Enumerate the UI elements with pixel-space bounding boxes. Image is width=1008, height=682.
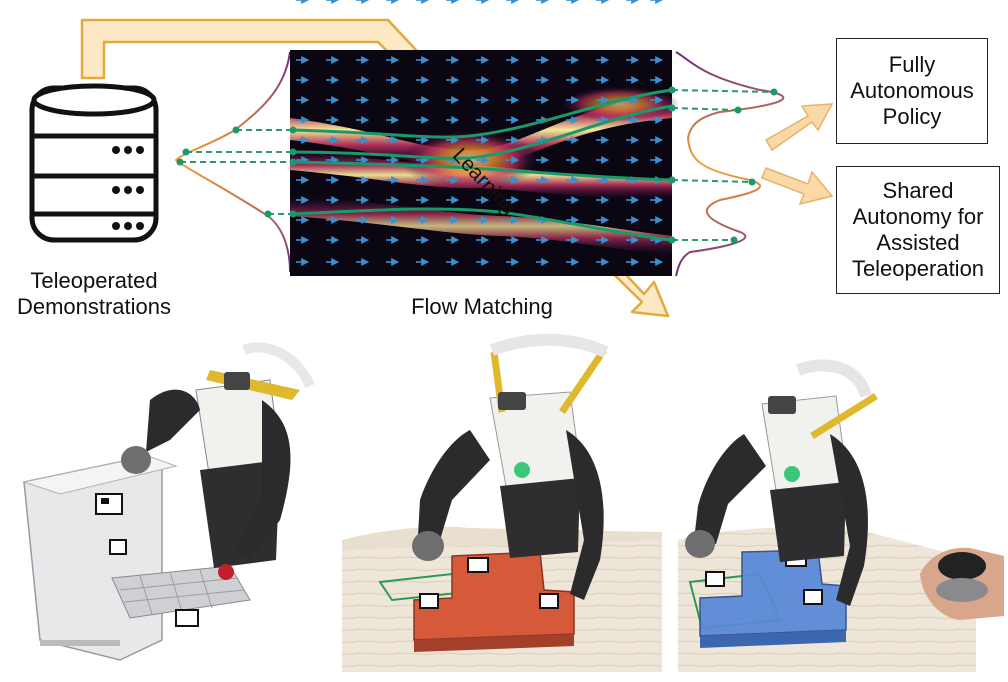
target-sample-connectors (671, 89, 775, 241)
autonomous-line-1: Fully (888, 52, 936, 77)
autonomous-line-3: Policy (882, 104, 942, 129)
learning-arrow (80, 18, 670, 318)
prior-sample-points (176, 126, 297, 218)
shared-line-4: Teleoperation (851, 256, 985, 281)
photo-robot-dishwasher (0, 338, 330, 682)
shared-line-1: Shared (882, 178, 954, 203)
output-arrow-shared (761, 167, 834, 206)
fully-autonomous-policy-box: Fully Autonomous Policy (836, 38, 988, 144)
source-label-line-1: Teleoperated (30, 268, 158, 293)
target-sample-points (668, 86, 778, 244)
shared-line-2: Autonomy for (852, 204, 984, 229)
shared-line-3: Assisted (876, 230, 960, 255)
prior-sample-connectors (180, 129, 293, 215)
output-arrow-autonomous (764, 103, 834, 152)
autonomous-line-2: Autonomous (850, 78, 974, 103)
joystick-controller (920, 547, 1004, 620)
flow-matching-heatmap (290, 0, 680, 276)
photo-robot-t-block-red (342, 333, 662, 672)
target-density-curve (675, 51, 785, 277)
teleoperated-demonstrations-label: Teleoperated Demonstrations (0, 268, 188, 320)
shared-autonomy-box: Shared Autonomy for Assisted Teleoperati… (836, 166, 1000, 294)
prior-density-curve (174, 51, 291, 273)
flow-matching-label: Flow Matching (411, 294, 553, 319)
source-label-line-2: Demonstrations (16, 294, 172, 319)
photo-robot-t-block-blue (678, 359, 1004, 672)
database-icon (29, 83, 159, 243)
